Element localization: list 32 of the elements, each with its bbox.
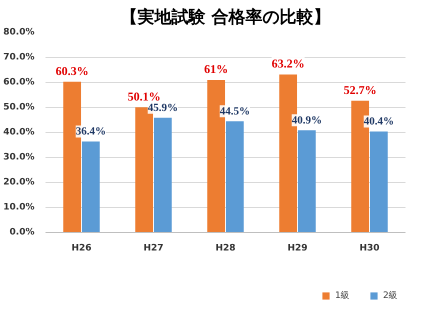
bar <box>370 132 388 232</box>
y-tick-label: 80.0% <box>3 28 35 38</box>
data-label: 36.4% <box>76 126 106 138</box>
data-label: 40.9% <box>292 114 322 126</box>
legend-label: 2級 <box>383 290 399 302</box>
data-label: 52.7% <box>344 82 377 97</box>
y-tick-label: 50.0% <box>3 102 35 112</box>
data-label: 63.2% <box>272 56 305 70</box>
bar <box>226 121 244 232</box>
data-label: 61% <box>204 62 228 76</box>
y-tick-label: 0.0% <box>10 228 35 238</box>
y-tick-label: 60.0% <box>3 78 35 88</box>
data-label: 50.1% <box>128 89 161 104</box>
bar <box>154 118 172 232</box>
chart-title: 【実地試験 合格率の比較】 <box>120 8 330 28</box>
x-tick-label: H29 <box>287 244 308 254</box>
y-tick-label: 70.0% <box>3 52 35 62</box>
y-tick-label: 30.0% <box>3 152 35 162</box>
x-tick-label: H27 <box>143 244 164 254</box>
data-label: 45.9% <box>148 102 178 114</box>
y-tick-label: 10.0% <box>3 202 35 212</box>
y-tick-label: 40.0% <box>3 128 35 138</box>
bar <box>82 142 100 232</box>
x-tick-label: H26 <box>71 244 92 254</box>
x-tick-label: H30 <box>359 244 380 254</box>
legend-label: 1級 <box>335 290 351 302</box>
bar <box>298 130 316 232</box>
data-label: 40.4% <box>364 116 394 128</box>
data-label: 44.5% <box>220 105 250 118</box>
data-label: 60.3% <box>56 64 89 78</box>
y-tick-label: 20.0% <box>3 178 35 188</box>
x-tick-label: H28 <box>215 244 236 254</box>
